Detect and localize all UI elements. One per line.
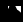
Text: 60a: 60a (0, 0, 23, 21)
Text: 30f: 30f (0, 0, 20, 22)
Text: 60f: 60f (0, 3, 23, 22)
Text: 11: 11 (0, 1, 23, 22)
Text: 50h: 50h (3, 0, 23, 20)
Text: 80bf: 80bf (0, 6, 23, 22)
Text: 50d: 50d (0, 0, 23, 17)
Text: Fig. 3: Fig. 3 (0, 3, 23, 22)
Text: 80cg: 80cg (0, 2, 23, 22)
Text: 50g: 50g (0, 0, 23, 17)
Text: 80dh: 80dh (0, 6, 23, 22)
Text: 30b: 30b (0, 0, 23, 21)
Text: 30e: 30e (0, 4, 23, 22)
Text: 80ae: 80ae (0, 2, 23, 22)
Text: 30h: 30h (0, 0, 23, 17)
Text: 30d: 30d (0, 1, 23, 22)
Text: 50e: 50e (0, 0, 23, 17)
Text: 60e: 60e (0, 6, 23, 22)
Text: 30a: 30a (0, 0, 23, 17)
Text: 50a: 50a (0, 0, 20, 22)
Text: 51: 51 (0, 0, 23, 20)
Text: 50b: 50b (0, 0, 23, 21)
Text: 60d: 60d (0, 3, 23, 22)
Text: 50c: 50c (0, 0, 23, 17)
Text: 30c: 30c (3, 0, 23, 22)
Text: 50f: 50f (0, 0, 23, 17)
